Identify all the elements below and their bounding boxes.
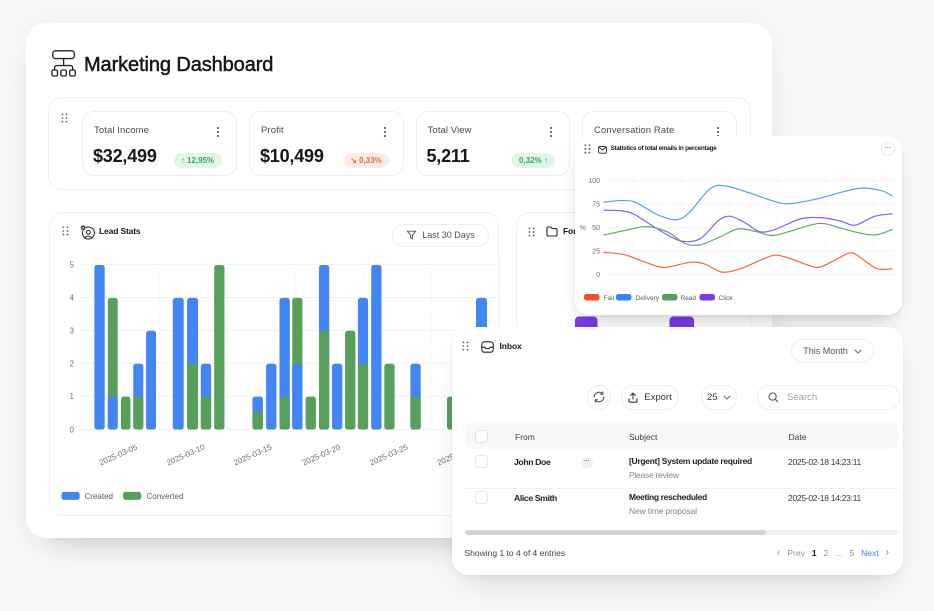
svg-text:%: % [580, 225, 586, 232]
svg-text:Created: Created [85, 492, 113, 501]
svg-text:0: 0 [70, 426, 75, 435]
svg-text:Converted: Converted [147, 492, 184, 501]
svg-text:1: 1 [70, 392, 75, 401]
svg-text:4: 4 [70, 294, 75, 303]
svg-text:Read: Read [681, 295, 697, 302]
svg-text:25: 25 [592, 249, 600, 256]
svg-text:5: 5 [70, 261, 75, 270]
svg-text:Delivery: Delivery [636, 295, 660, 302]
svg-text:50: 50 [592, 225, 600, 232]
svg-text:75: 75 [592, 202, 600, 209]
svg-text:Fail: Fail [604, 295, 615, 302]
svg-text:2025-03-15: 2025-03-15 [232, 442, 274, 467]
svg-text:2025-03-10: 2025-03-10 [165, 442, 207, 467]
svg-text:Click: Click [719, 295, 734, 302]
svg-text:3: 3 [70, 326, 75, 335]
svg-text:2025-03-20: 2025-03-20 [301, 442, 343, 467]
svg-text:2: 2 [70, 359, 75, 368]
svg-text:0: 0 [596, 272, 600, 279]
svg-text:100: 100 [588, 178, 600, 185]
svg-text:2025-03-25: 2025-03-25 [368, 442, 410, 467]
svg-text:2025-03-05: 2025-03-05 [98, 442, 140, 467]
